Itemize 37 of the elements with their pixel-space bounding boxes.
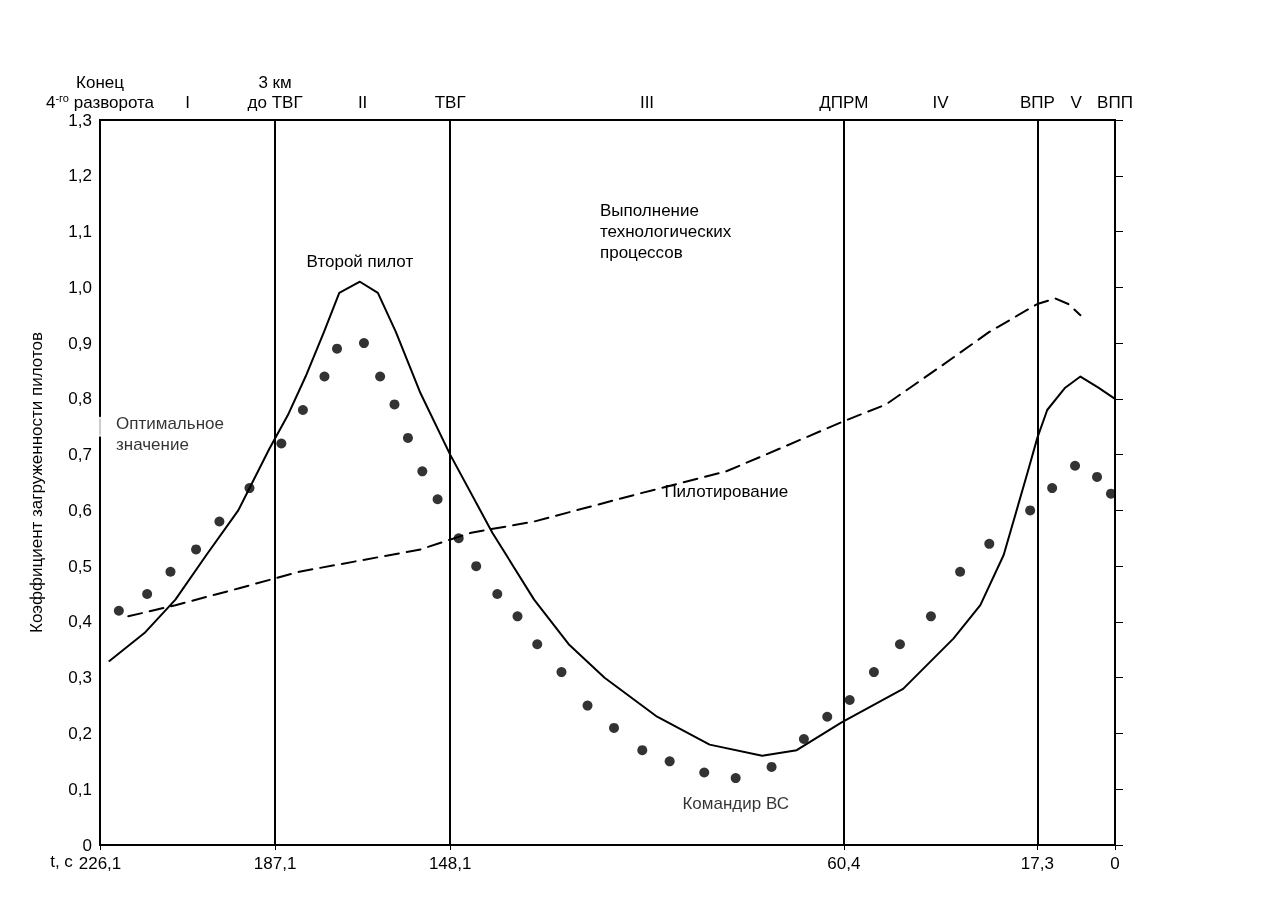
x-tick-label: 187,1	[253, 854, 297, 873]
ref-line-label: ВПР	[1019, 92, 1055, 112]
y-tick-label: 1,0	[68, 277, 92, 297]
x-tick-label: 17,3	[1020, 854, 1054, 873]
ref-line-label: ТВГ	[434, 92, 466, 112]
text: IV	[932, 92, 950, 112]
y-tick-label: 0,5	[68, 556, 92, 576]
x-tick-label: 148,1	[428, 854, 472, 873]
series-label: Пилотирование	[664, 482, 789, 502]
y-axis-title: Коэффициент загруженности пилотов	[27, 331, 46, 634]
series-label: Второй пилот	[306, 251, 414, 271]
y-tick-label: 0,2	[68, 723, 92, 743]
text: I	[185, 92, 190, 112]
y-tick-label: 0	[82, 835, 92, 855]
x-tick-label: 226,1	[78, 854, 122, 873]
text: V	[1070, 92, 1083, 112]
y-tick-label: 1,2	[68, 166, 92, 186]
y-tick-label: 0,9	[68, 333, 92, 353]
y-tick-label: 0,4	[68, 612, 92, 632]
y-tick-label: 1,3	[68, 110, 92, 130]
y-tick-label: 1,1	[68, 222, 92, 242]
ref-line-label: 3 км до ТВГ	[247, 72, 303, 112]
y-tick-label: 0,1	[68, 779, 92, 799]
annotation: Выполнение технологических процессов	[600, 201, 732, 262]
y-tick-label: 0,6	[68, 500, 92, 520]
x-tick-label: 60,4	[827, 854, 861, 873]
y-tick-label: 0,7	[68, 445, 92, 465]
x-axis-title: t, c	[50, 852, 74, 871]
y-tick-label: 0,8	[68, 389, 92, 409]
text: II	[357, 92, 368, 112]
x-tick-label: 0	[1110, 854, 1120, 873]
annotation: Оптимальное значение	[116, 413, 224, 454]
text: ВПП	[1097, 92, 1133, 112]
text: III	[639, 92, 655, 112]
y-tick-label: 0,3	[68, 668, 92, 688]
ref-line-label: ДПРМ	[819, 92, 869, 112]
series-label: Командир ВС	[682, 794, 789, 814]
